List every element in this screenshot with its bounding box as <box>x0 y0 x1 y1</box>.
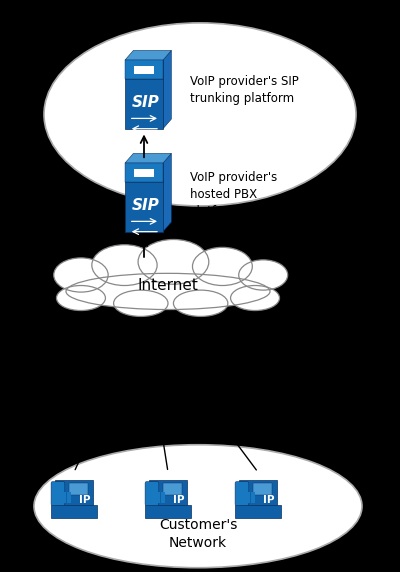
Ellipse shape <box>56 285 106 311</box>
FancyBboxPatch shape <box>134 169 154 177</box>
FancyBboxPatch shape <box>125 60 163 80</box>
Ellipse shape <box>54 258 108 292</box>
FancyBboxPatch shape <box>161 492 165 495</box>
FancyBboxPatch shape <box>251 492 255 495</box>
FancyBboxPatch shape <box>67 499 71 503</box>
Ellipse shape <box>192 247 252 285</box>
Text: Internet: Internet <box>138 279 198 293</box>
FancyBboxPatch shape <box>51 482 65 506</box>
FancyBboxPatch shape <box>152 492 156 495</box>
Text: VoIP provider's
hosted PBX
platform: VoIP provider's hosted PBX platform <box>190 171 277 218</box>
FancyBboxPatch shape <box>156 495 160 499</box>
FancyBboxPatch shape <box>246 499 250 503</box>
Ellipse shape <box>239 260 288 290</box>
Text: Customer's
Network: Customer's Network <box>159 518 237 550</box>
FancyBboxPatch shape <box>242 499 246 503</box>
FancyBboxPatch shape <box>161 499 165 503</box>
Text: IP: IP <box>263 495 274 505</box>
Ellipse shape <box>44 23 356 206</box>
FancyBboxPatch shape <box>242 492 246 495</box>
FancyBboxPatch shape <box>145 505 191 518</box>
Text: SIP: SIP <box>132 95 159 110</box>
FancyBboxPatch shape <box>161 495 165 499</box>
FancyBboxPatch shape <box>125 60 163 129</box>
FancyBboxPatch shape <box>62 492 66 495</box>
FancyBboxPatch shape <box>62 499 66 503</box>
Polygon shape <box>125 153 171 163</box>
FancyBboxPatch shape <box>246 495 250 499</box>
Ellipse shape <box>66 273 270 309</box>
FancyBboxPatch shape <box>134 66 154 74</box>
FancyBboxPatch shape <box>152 495 156 499</box>
FancyBboxPatch shape <box>70 483 88 495</box>
FancyBboxPatch shape <box>152 499 156 503</box>
Ellipse shape <box>114 290 168 316</box>
FancyBboxPatch shape <box>125 163 163 182</box>
Ellipse shape <box>92 245 157 285</box>
FancyBboxPatch shape <box>156 492 160 495</box>
FancyBboxPatch shape <box>164 483 182 495</box>
FancyBboxPatch shape <box>62 495 66 499</box>
FancyBboxPatch shape <box>58 495 62 499</box>
FancyBboxPatch shape <box>156 499 160 503</box>
Polygon shape <box>163 50 171 129</box>
Ellipse shape <box>34 445 362 567</box>
Ellipse shape <box>230 285 280 311</box>
Ellipse shape <box>174 290 228 316</box>
FancyBboxPatch shape <box>51 505 97 518</box>
Ellipse shape <box>138 240 209 284</box>
FancyBboxPatch shape <box>239 480 277 505</box>
Text: SIP: SIP <box>132 198 159 213</box>
FancyBboxPatch shape <box>242 495 246 499</box>
FancyBboxPatch shape <box>55 480 93 505</box>
Text: IP: IP <box>79 495 90 505</box>
FancyBboxPatch shape <box>67 495 71 499</box>
FancyBboxPatch shape <box>125 163 163 232</box>
Text: VoIP provider's SIP
trunking platform: VoIP provider's SIP trunking platform <box>190 76 299 105</box>
FancyBboxPatch shape <box>235 505 281 518</box>
FancyBboxPatch shape <box>149 480 187 505</box>
FancyBboxPatch shape <box>246 492 250 495</box>
Text: IP: IP <box>173 495 184 505</box>
FancyBboxPatch shape <box>251 495 255 499</box>
FancyBboxPatch shape <box>67 492 71 495</box>
FancyBboxPatch shape <box>58 492 62 495</box>
FancyBboxPatch shape <box>58 499 62 503</box>
FancyBboxPatch shape <box>254 483 272 495</box>
FancyBboxPatch shape <box>145 482 159 506</box>
Polygon shape <box>163 153 171 232</box>
Polygon shape <box>125 50 171 60</box>
FancyBboxPatch shape <box>235 482 249 506</box>
FancyBboxPatch shape <box>251 499 255 503</box>
